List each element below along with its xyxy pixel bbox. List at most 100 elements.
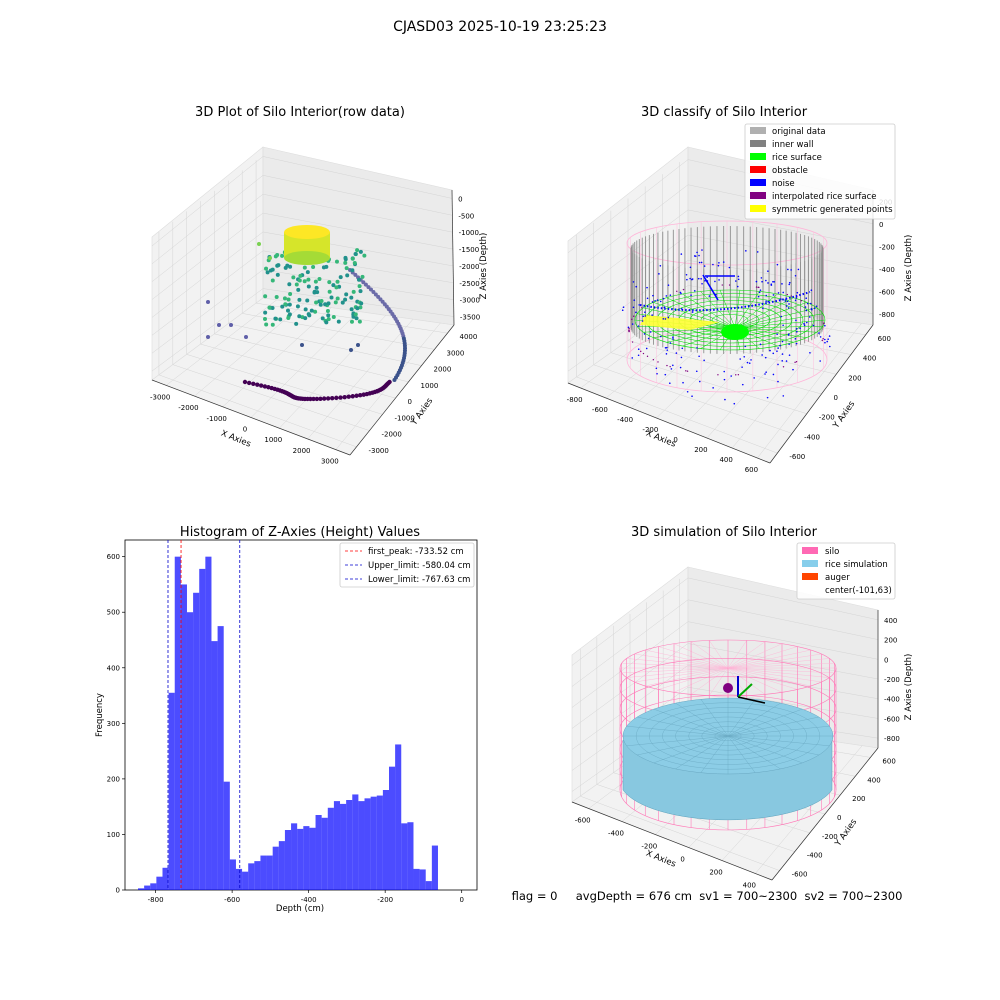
noise-point: [739, 358, 741, 360]
rice-surface-spoke: [643, 307, 736, 329]
scatter-point: [306, 277, 311, 282]
scatter-point: [264, 322, 269, 327]
scatter-point: [318, 396, 323, 401]
panel-classify-title: 3D classify of Silo Interior: [641, 105, 808, 120]
noise-point: [750, 359, 752, 361]
classify-x-axis-line: [567, 382, 771, 464]
gridline-y: [186, 354, 383, 415]
gridline-z: [151, 269, 454, 354]
noise-point: [664, 346, 667, 349]
legend-label: Upper_limit: -580.04 cm: [368, 561, 471, 571]
legend-label: rice surface: [772, 153, 822, 163]
histogram-bar: [382, 790, 389, 890]
noise-point: [741, 383, 744, 386]
histogram-ylabel: Frequency: [95, 693, 105, 737]
gridline-y: [580, 795, 780, 871]
noise-point: [759, 343, 762, 346]
noise-point: [733, 402, 736, 405]
noise-point: [765, 294, 768, 297]
rice-surface-spoke: [682, 293, 736, 329]
noise-point: [700, 261, 703, 264]
scatter-point: [336, 319, 341, 324]
scatter-point: [312, 290, 317, 295]
silo-roof-line: [621, 662, 729, 669]
scatter-point: [275, 263, 280, 268]
gridline-y: [158, 374, 357, 448]
gridline-y: [593, 364, 793, 434]
noise-point: [828, 335, 831, 337]
noise-point: [787, 268, 789, 271]
noise-point: [656, 372, 658, 375]
y-tick-label: 600: [882, 757, 895, 765]
histogram-bar: [340, 803, 347, 890]
silo-roof-line: [626, 658, 729, 669]
y-tick-label: 400: [863, 355, 876, 363]
interpolated-point: [632, 315, 635, 317]
rice-simulation-spoke: [637, 735, 729, 756]
histogram-bar: [425, 881, 432, 890]
noise-point: [744, 345, 747, 348]
scatter-point: [358, 289, 363, 294]
noise-point: [761, 354, 763, 356]
histogram-bar: [138, 888, 145, 890]
rice-simulation-spoke: [637, 716, 729, 737]
rice-simulation-spoke: [727, 735, 781, 770]
legend-label: inner wall: [772, 140, 813, 150]
scatter-point: [359, 301, 364, 306]
gridline-z: [571, 643, 879, 729]
noise-point: [641, 320, 644, 322]
noise-point: [811, 308, 813, 311]
silo-roof-line: [727, 667, 783, 693]
x-tick-label: -600: [575, 817, 591, 825]
noise-point: [654, 299, 656, 302]
noise-point: [644, 315, 647, 317]
noise-point: [828, 345, 831, 348]
scatter-point: [349, 307, 354, 312]
interpolated-point: [640, 350, 642, 353]
interpolated-point: [628, 329, 630, 332]
histogram-bar: [144, 885, 151, 890]
legend-swatch: [750, 179, 766, 186]
noise-point: [781, 360, 784, 362]
rice-surface-spoke: [734, 327, 817, 333]
legend-label: obstacle: [772, 166, 808, 176]
noise-point: [776, 263, 779, 266]
rice-simulation-spoke: [675, 735, 729, 770]
legend-label: center(-101,63): [825, 586, 892, 596]
noise-point: [644, 311, 646, 314]
scatter-point: [346, 394, 351, 399]
y-tick-label: 0: [408, 398, 412, 406]
scatter-point: [282, 296, 287, 301]
histogram-bar: [211, 641, 218, 890]
gridline-x: [307, 319, 414, 440]
z-tick-label: -500: [458, 212, 474, 220]
gridline-z: [571, 621, 879, 708]
scatter-point: [355, 248, 360, 253]
noise-point: [810, 302, 812, 305]
noise-point: [782, 395, 785, 397]
x-tick-label: -2000: [178, 404, 198, 412]
noise-point: [658, 273, 660, 275]
x-tick-label: -800: [148, 896, 164, 904]
legend-label: symmetric generated points: [772, 205, 893, 215]
rice-simulation-spoke: [653, 735, 729, 764]
simulation-title: 3D simulation of Silo Interior: [631, 525, 818, 540]
noise-point: [765, 279, 767, 282]
noise-point: [766, 396, 769, 399]
noise-point: [812, 324, 815, 327]
noise-point: [703, 265, 706, 267]
scatter-point: [340, 300, 345, 305]
y-tick-label: 2000: [434, 366, 452, 374]
silo-roof-line: [727, 640, 747, 669]
noise-point: [667, 316, 670, 319]
histogram-bar: [180, 584, 187, 890]
silo-roof-line: [634, 667, 729, 683]
rice-simulation-spoke: [727, 699, 756, 737]
histogram-bar: [401, 823, 408, 890]
interpolated-point: [685, 370, 687, 372]
scatter-point: [350, 256, 355, 261]
noise-point: [805, 309, 808, 312]
classify-ticks: -800 -600 -400 -200 0 200 400 600 -600 -400 -200 0 2…: [567, 198, 895, 474]
legend-box: [796, 542, 896, 600]
rice-surface-spoke: [643, 327, 736, 333]
